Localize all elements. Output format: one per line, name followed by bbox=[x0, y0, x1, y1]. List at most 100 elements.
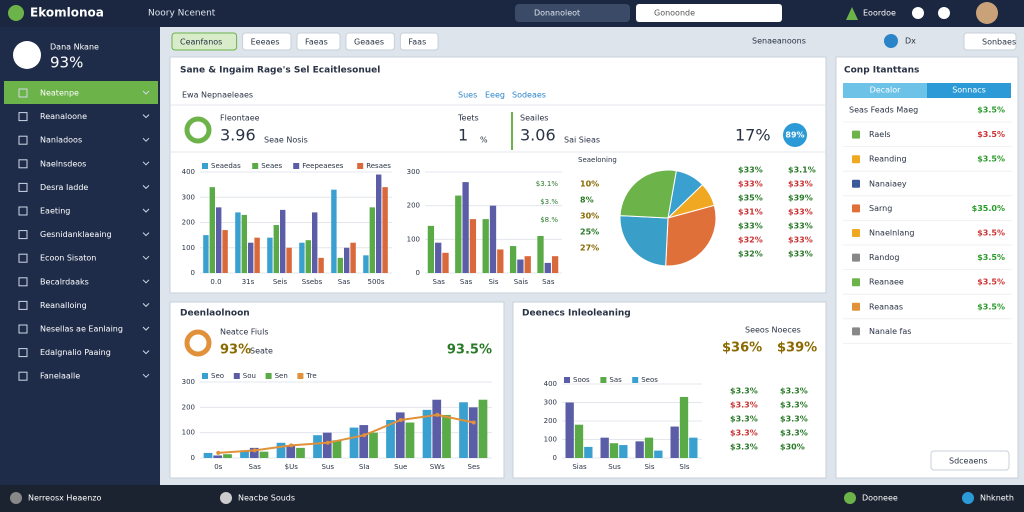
icon-button[interactable] bbox=[912, 7, 924, 19]
legend-label: Seos bbox=[641, 376, 658, 384]
toolbar-tab[interactable] bbox=[345, 32, 395, 51]
taskbar-item[interactable]: Neacbe Souds bbox=[238, 494, 295, 503]
y-tick-label: 0 bbox=[191, 269, 195, 277]
chevron bbox=[142, 208, 150, 213]
search-button[interactable] bbox=[515, 4, 630, 22]
value-cell: $3.1% bbox=[788, 166, 816, 175]
kpi-value: 3.96 bbox=[220, 126, 256, 145]
x-tick-label: SIs bbox=[679, 463, 690, 471]
kpi-value: 93.5% bbox=[447, 343, 492, 358]
toolbar-tab[interactable] bbox=[242, 32, 292, 51]
toolbar-button[interactable] bbox=[963, 32, 1017, 51]
bar bbox=[565, 402, 574, 458]
taskbar-item[interactable]: Dooneee bbox=[862, 494, 898, 503]
nav-item[interactable]: Reanalloing bbox=[40, 301, 87, 310]
bar bbox=[344, 247, 350, 273]
profile-icon bbox=[13, 41, 41, 69]
pie-slice bbox=[619, 169, 677, 219]
kpi-label: Teets bbox=[457, 114, 479, 123]
value-cell: $32% bbox=[738, 236, 763, 245]
x-tick-label: 0s bbox=[214, 463, 222, 471]
line-point bbox=[325, 440, 330, 445]
line-point bbox=[252, 448, 257, 453]
y-tick-label: 300 bbox=[544, 399, 557, 407]
panel-tab[interactable]: Sodeaes bbox=[512, 91, 546, 100]
taskbar-icon[interactable] bbox=[10, 492, 22, 504]
nav-item[interactable]: Gesnidanklaeaing bbox=[40, 230, 112, 239]
bar bbox=[442, 414, 451, 458]
annotation: $3.1% bbox=[536, 180, 559, 188]
legend-swatch bbox=[600, 377, 607, 383]
nav-item[interactable]: Nanladoos bbox=[40, 136, 82, 145]
panel-tab[interactable] bbox=[843, 83, 927, 98]
icon-button[interactable] bbox=[938, 7, 950, 19]
nav-item[interactable]: Edalgnalio Paaing bbox=[40, 348, 111, 357]
taskbar-item[interactable]: Nerreosx Heaenzo bbox=[28, 494, 101, 503]
bar bbox=[280, 209, 286, 273]
x-tick-label: Sis bbox=[488, 278, 498, 286]
bar bbox=[286, 445, 296, 458]
panel-button[interactable] bbox=[930, 450, 1010, 471]
toolbar-tab-label[interactable]: Faas bbox=[408, 38, 426, 47]
toolbar-tab[interactable] bbox=[399, 32, 439, 51]
panel-tab[interactable]: Sues bbox=[458, 91, 477, 100]
line-point bbox=[398, 418, 403, 422]
panel-button-label[interactable]: Sdceaens bbox=[949, 457, 988, 466]
panel-tab-label[interactable]: Decalor bbox=[870, 86, 902, 95]
value-cell: $3.3% bbox=[780, 415, 808, 424]
panel-tab[interactable]: Eeeg bbox=[485, 91, 505, 100]
taskbar-item[interactable]: Nhkneth bbox=[980, 494, 1014, 503]
bar bbox=[259, 451, 269, 458]
nav-item[interactable]: Reanaloone bbox=[40, 112, 87, 121]
icon bbox=[846, 7, 858, 20]
value-cell: $35% bbox=[738, 194, 763, 203]
bar bbox=[267, 237, 273, 273]
bar bbox=[332, 440, 342, 458]
active-nav[interactable] bbox=[4, 81, 158, 104]
panel-tab-label[interactable]: Sonnacs bbox=[952, 86, 986, 95]
bar bbox=[222, 230, 228, 273]
legend-swatch bbox=[252, 163, 259, 169]
bar bbox=[382, 187, 388, 273]
kpi-value: $36% bbox=[722, 341, 762, 356]
toolbar-tab-label[interactable]: Geaaes bbox=[354, 38, 384, 47]
bar bbox=[322, 432, 332, 458]
nav-item[interactable]: Becalrdaaks bbox=[40, 277, 89, 286]
legend-label: Sas bbox=[609, 376, 622, 384]
nav-item[interactable]: Eaeting bbox=[40, 207, 70, 216]
avatar[interactable] bbox=[976, 2, 998, 24]
x-tick-label: Sus bbox=[608, 463, 621, 471]
nav-item[interactable]: Nesellas ae Eanlaing bbox=[40, 325, 123, 334]
pie-value-label: 30% bbox=[580, 212, 599, 221]
bar bbox=[331, 189, 337, 273]
value-cell: $3.3% bbox=[780, 387, 808, 396]
bar bbox=[478, 399, 488, 458]
bar bbox=[600, 437, 609, 458]
row-label: Seas Feads Maeg bbox=[849, 106, 918, 115]
row-value: $3.5% bbox=[977, 278, 1005, 287]
search-input[interactable] bbox=[636, 4, 782, 22]
toolbar-tab-label[interactable]: Eeeaes bbox=[251, 38, 280, 47]
panel-tab[interactable] bbox=[927, 83, 1011, 98]
nav-icon bbox=[18, 206, 28, 216]
nav-item[interactable]: Naelnsdeos bbox=[40, 159, 86, 168]
toolbar-tab-label[interactable]: Faeas bbox=[305, 38, 328, 47]
line-point bbox=[362, 433, 367, 438]
bar bbox=[619, 445, 628, 458]
toolbar-tab-label[interactable]: Ceanfanos bbox=[180, 38, 222, 47]
toolbar-tab[interactable] bbox=[171, 32, 238, 51]
nav-item[interactable]: Neatenpe bbox=[40, 89, 79, 98]
row-value: $3.5% bbox=[977, 302, 1005, 311]
nav-item[interactable]: Ecoon Sisaton bbox=[40, 254, 96, 263]
nav-item[interactable]: Desra Iadde bbox=[40, 183, 88, 192]
bar bbox=[296, 447, 305, 458]
y-tick-label: 400 bbox=[544, 380, 557, 388]
nav-item[interactable]: Fanelaalle bbox=[40, 372, 80, 381]
taskbar-icon[interactable] bbox=[220, 492, 232, 504]
toolbar-tab[interactable] bbox=[296, 32, 341, 51]
taskbar-icon[interactable] bbox=[844, 492, 856, 504]
taskbar-icon[interactable] bbox=[962, 492, 974, 504]
bar bbox=[468, 407, 478, 458]
toolbar-icon[interactable] bbox=[884, 34, 898, 48]
toolbar-button-label[interactable]: Sonbaes bbox=[982, 38, 1016, 47]
